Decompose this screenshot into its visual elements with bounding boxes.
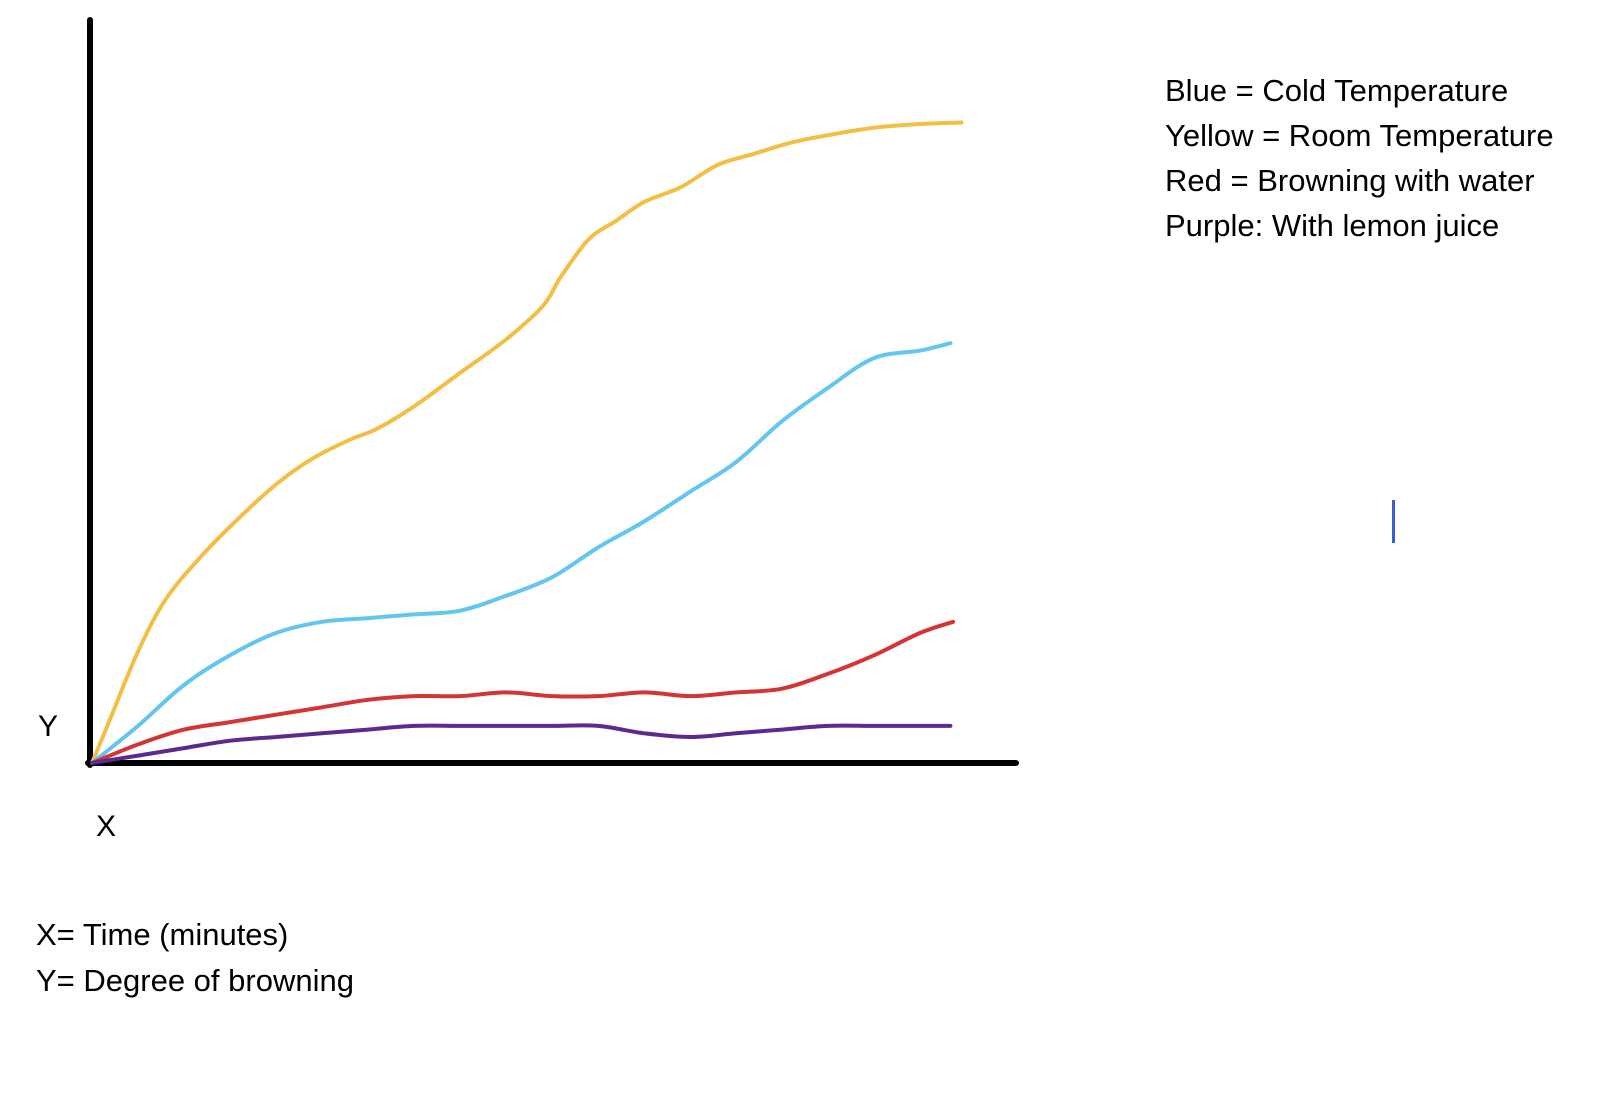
legend-item-blue: Blue = Cold Temperature: [1165, 73, 1509, 108]
series-line-room-temperature: [90, 120, 964, 765]
y-axis-letter: Y: [38, 710, 59, 743]
series-line-cold-temperature: [90, 341, 953, 765]
legend-item-yellow: Yellow = Room Temperature: [1165, 118, 1554, 153]
series-line-browning-with-water: [90, 619, 956, 765]
x-axis-definition: X= Time (minutes): [36, 917, 289, 952]
legend-item-purple: Purple: With lemon juice: [1165, 208, 1500, 243]
x-axis-letter: X: [96, 810, 117, 843]
text-cursor: [1392, 500, 1395, 543]
series-layer: [90, 120, 964, 765]
series-line-lemon-juice: [90, 723, 953, 765]
y-axis-definition: Y= Degree of browning: [36, 963, 354, 998]
legend: Blue = Cold Temperature Yellow = Room Te…: [1165, 68, 1554, 248]
axis-definitions: X= Time (minutes) Y= Degree of browning: [36, 912, 354, 1004]
legend-item-red: Red = Browning with water: [1165, 163, 1535, 198]
